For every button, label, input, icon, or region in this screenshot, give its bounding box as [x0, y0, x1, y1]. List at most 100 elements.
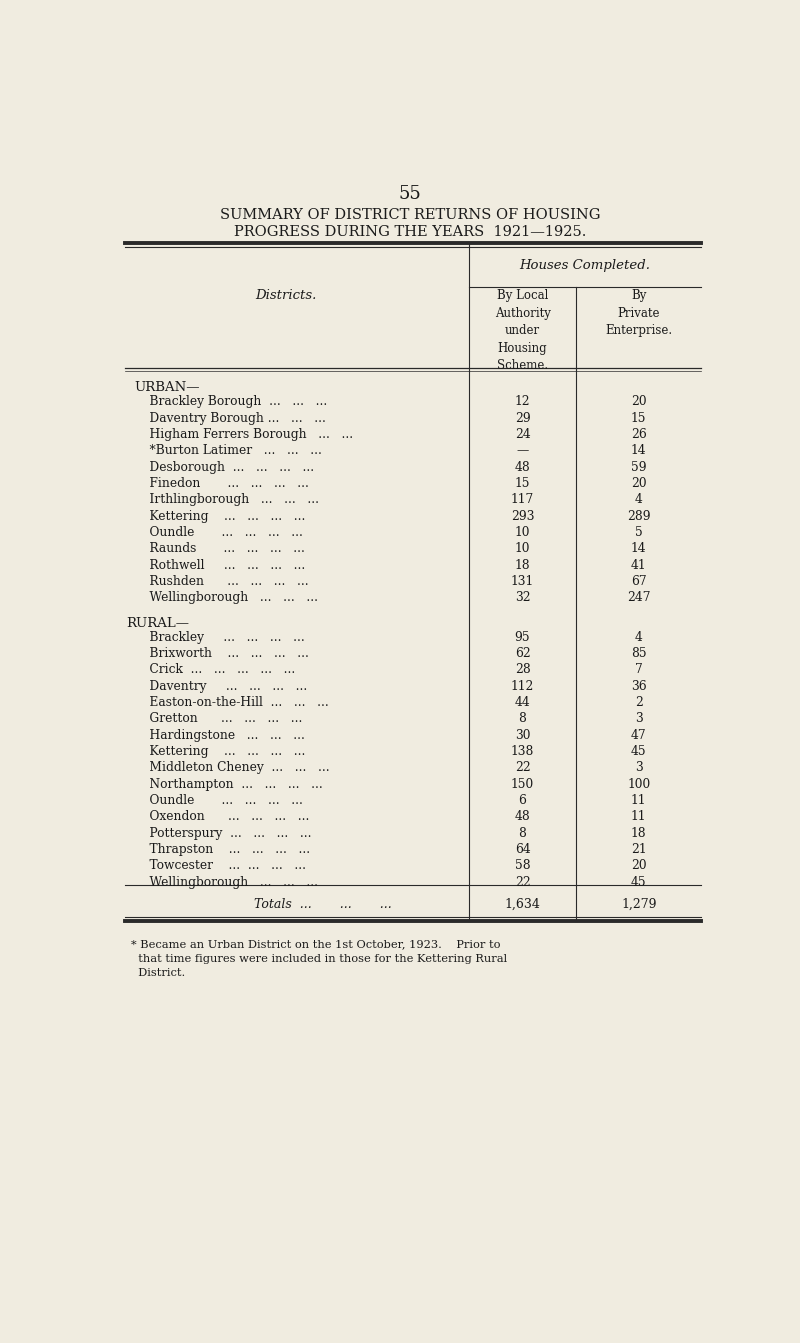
Text: Houses Completed.: Houses Completed.	[520, 259, 650, 273]
Text: 1,634: 1,634	[505, 897, 541, 911]
Text: 15: 15	[631, 412, 646, 424]
Text: Totals  ...       ...       ...: Totals ... ... ...	[254, 897, 392, 911]
Text: 45: 45	[631, 876, 646, 889]
Text: Daventry Borough ...   ...   ...: Daventry Borough ... ... ...	[134, 412, 326, 424]
Text: Finedon       ...   ...   ...   ...: Finedon ... ... ... ...	[134, 477, 309, 490]
Text: 12: 12	[514, 395, 530, 408]
Text: 112: 112	[511, 680, 534, 693]
Text: 36: 36	[631, 680, 646, 693]
Text: By
Private
Enterprise.: By Private Enterprise.	[606, 289, 672, 337]
Text: 26: 26	[631, 428, 646, 441]
Text: 117: 117	[511, 493, 534, 506]
Text: Northampton  ...   ...   ...   ...: Northampton ... ... ... ...	[134, 778, 323, 791]
Text: 131: 131	[511, 575, 534, 588]
Text: 85: 85	[631, 647, 646, 659]
Text: 11: 11	[631, 794, 646, 807]
Text: Hardingstone   ...   ...   ...: Hardingstone ... ... ...	[134, 729, 313, 741]
Text: 11: 11	[631, 810, 646, 823]
Text: 48: 48	[514, 461, 530, 474]
Text: 14: 14	[631, 445, 646, 458]
Text: 138: 138	[511, 745, 534, 757]
Text: 62: 62	[514, 647, 530, 659]
Text: 18: 18	[514, 559, 530, 572]
Text: Wellingborough   ...   ...   ...: Wellingborough ... ... ...	[134, 876, 318, 889]
Text: Towcester    ...  ...   ...   ...: Towcester ... ... ... ...	[134, 860, 306, 873]
Text: Oxendon      ...   ...   ...   ...: Oxendon ... ... ... ...	[134, 810, 310, 823]
Text: 10: 10	[514, 526, 530, 539]
Text: Districts.: Districts.	[255, 289, 317, 302]
Text: 28: 28	[514, 663, 530, 677]
Text: Crick  ...   ...   ...   ...   ...: Crick ... ... ... ... ...	[134, 663, 295, 677]
Text: 18: 18	[631, 827, 646, 839]
Text: Rushden      ...   ...   ...   ...: Rushden ... ... ... ...	[134, 575, 309, 588]
Text: 20: 20	[631, 477, 646, 490]
Text: 247: 247	[627, 591, 650, 604]
Text: Potterspury  ...   ...   ...   ...: Potterspury ... ... ... ...	[134, 827, 312, 839]
Text: 3: 3	[635, 712, 642, 725]
Text: Daventry     ...   ...   ...   ...: Daventry ... ... ... ...	[134, 680, 307, 693]
Text: 10: 10	[514, 543, 530, 556]
Text: 6: 6	[518, 794, 526, 807]
Text: 8: 8	[518, 827, 526, 839]
Text: By Local
Authority
under
Housing
Scheme.: By Local Authority under Housing Scheme.	[494, 289, 550, 372]
Text: 48: 48	[514, 810, 530, 823]
Text: 20: 20	[631, 395, 646, 408]
Text: Higham Ferrers Borough   ...   ...: Higham Ferrers Borough ... ...	[134, 428, 354, 441]
Text: 41: 41	[631, 559, 646, 572]
Text: 24: 24	[514, 428, 530, 441]
Text: URBAN—: URBAN—	[134, 381, 200, 395]
Text: Brackley     ...   ...   ...   ...: Brackley ... ... ... ...	[134, 631, 305, 643]
Text: SUMMARY OF DISTRICT RETURNS OF HOUSING: SUMMARY OF DISTRICT RETURNS OF HOUSING	[220, 208, 600, 222]
Text: 44: 44	[514, 696, 530, 709]
Text: 59: 59	[631, 461, 646, 474]
Text: Brixworth    ...   ...   ...   ...: Brixworth ... ... ... ...	[134, 647, 309, 659]
Text: *Burton Latimer   ...   ...   ...: *Burton Latimer ... ... ...	[134, 445, 322, 458]
Text: 3: 3	[635, 761, 642, 775]
Text: 15: 15	[514, 477, 530, 490]
Text: PROGRESS DURING THE YEARS  1921—1925.: PROGRESS DURING THE YEARS 1921—1925.	[234, 226, 586, 239]
Text: —: —	[517, 445, 529, 458]
Text: * Became an Urban District on the 1st October, 1923.    Prior to
  that time fig: * Became an Urban District on the 1st Oc…	[131, 940, 507, 979]
Text: 293: 293	[510, 510, 534, 522]
Text: Easton-on-the-Hill  ...   ...   ...: Easton-on-the-Hill ... ... ...	[134, 696, 329, 709]
Text: 32: 32	[514, 591, 530, 604]
Text: Rothwell     ...   ...   ...   ...: Rothwell ... ... ... ...	[134, 559, 306, 572]
Text: 4: 4	[635, 631, 642, 643]
Text: Gretton      ...   ...   ...   ...: Gretton ... ... ... ...	[134, 712, 302, 725]
Text: 22: 22	[514, 761, 530, 775]
Text: 7: 7	[635, 663, 642, 677]
Text: 95: 95	[514, 631, 530, 643]
Text: 14: 14	[631, 543, 646, 556]
Text: 22: 22	[514, 876, 530, 889]
Text: 30: 30	[514, 729, 530, 741]
Text: Kettering    ...   ...   ...   ...: Kettering ... ... ... ...	[134, 510, 306, 522]
Text: 55: 55	[398, 185, 422, 203]
Text: 58: 58	[514, 860, 530, 873]
Text: Middleton Cheney  ...   ...   ...: Middleton Cheney ... ... ...	[134, 761, 330, 775]
Text: Irthlingborough   ...   ...   ...: Irthlingborough ... ... ...	[134, 493, 319, 506]
Text: 21: 21	[631, 843, 646, 855]
Text: 4: 4	[635, 493, 642, 506]
Text: Kettering    ...   ...   ...   ...: Kettering ... ... ... ...	[134, 745, 306, 757]
Text: 45: 45	[631, 745, 646, 757]
Text: 8: 8	[518, 712, 526, 725]
Text: 20: 20	[631, 860, 646, 873]
Text: Oundle       ...   ...   ...   ...: Oundle ... ... ... ...	[134, 526, 303, 539]
Text: 100: 100	[627, 778, 650, 791]
Text: Raunds       ...   ...   ...   ...: Raunds ... ... ... ...	[134, 543, 305, 556]
Text: 29: 29	[514, 412, 530, 424]
Text: 150: 150	[511, 778, 534, 791]
Text: Wellingborough   ...   ...   ...: Wellingborough ... ... ...	[134, 591, 318, 604]
Text: Oundle       ...   ...   ...   ...: Oundle ... ... ... ...	[134, 794, 303, 807]
Text: Thrapston    ...   ...   ...   ...: Thrapston ... ... ... ...	[134, 843, 310, 855]
Text: RURAL—: RURAL—	[126, 616, 189, 630]
Text: 67: 67	[631, 575, 646, 588]
Text: 1,279: 1,279	[621, 897, 657, 911]
Text: 2: 2	[635, 696, 642, 709]
Text: 5: 5	[635, 526, 642, 539]
Text: Brackley Borough  ...   ...   ...: Brackley Borough ... ... ...	[134, 395, 327, 408]
Text: 47: 47	[631, 729, 646, 741]
Text: 289: 289	[627, 510, 650, 522]
Text: 64: 64	[514, 843, 530, 855]
Text: Desborough  ...   ...   ...   ...: Desborough ... ... ... ...	[134, 461, 314, 474]
